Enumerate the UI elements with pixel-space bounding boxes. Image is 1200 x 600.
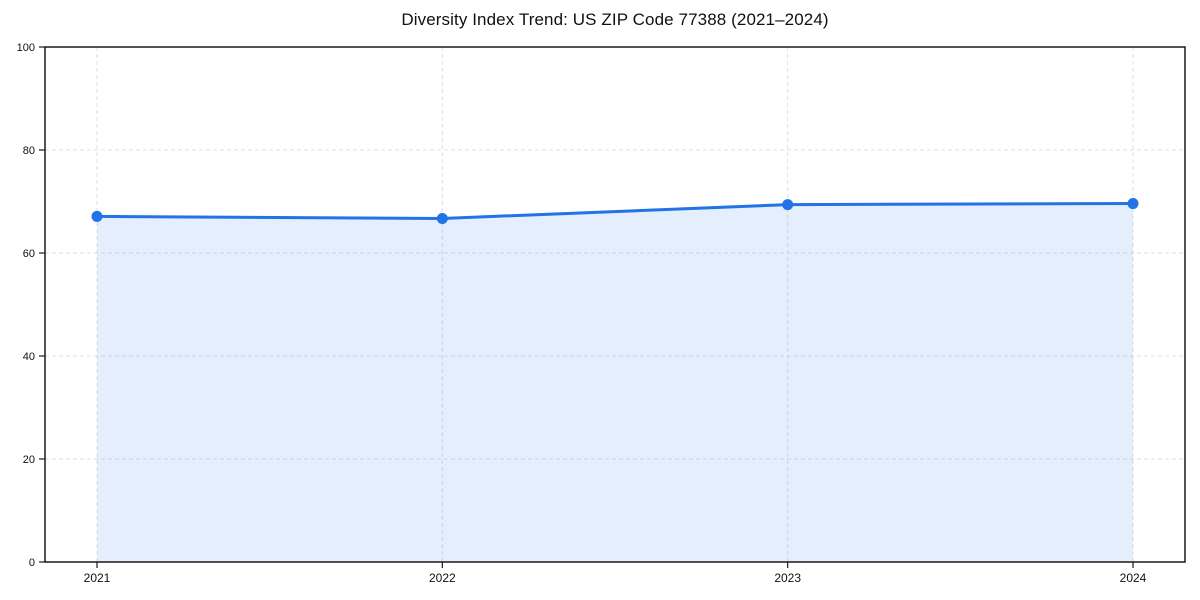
y-tick-label: 20 xyxy=(23,454,35,466)
data-point-2022 xyxy=(436,212,448,224)
trend-line xyxy=(95,202,1135,220)
data-point-2021 xyxy=(91,210,103,222)
data-point-2024 xyxy=(1127,198,1139,210)
y-tick-label: 100 xyxy=(17,42,35,54)
x-tick-label: 2021 xyxy=(84,571,111,585)
y-tick-label: 80 xyxy=(23,145,35,157)
y-tick-label: 40 xyxy=(23,351,35,363)
area-fill xyxy=(97,203,1133,562)
x-tick-label: 2024 xyxy=(1120,571,1147,585)
chart-title: Diversity Index Trend: US ZIP Code 77388… xyxy=(401,10,829,29)
plot-border xyxy=(44,46,1186,563)
x-tick-label: 2023 xyxy=(774,571,801,585)
y-tick-label: 60 xyxy=(23,248,35,260)
x-tick-label: 2022 xyxy=(429,571,456,585)
y-tick-label: 0 xyxy=(29,557,35,569)
data-point-2023 xyxy=(782,199,794,211)
